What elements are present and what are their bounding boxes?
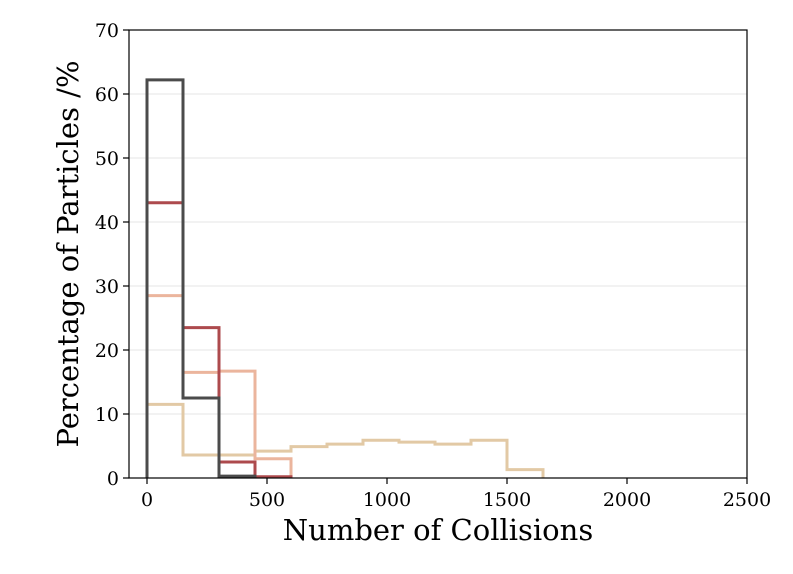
y-tick-label: 60	[95, 84, 119, 106]
y-tick-label: 10	[95, 404, 119, 426]
y-tick-label: 20	[95, 340, 119, 362]
y-tick-label: 30	[95, 276, 119, 298]
histogram-series-4	[145, 78, 257, 478]
y-tick-label: 70	[95, 20, 119, 42]
axis-ticks: 0 10 20 30 40 50 60 70 0 500 1000 1500 2000 2500	[95, 20, 771, 511]
y-tick-label: 0	[107, 468, 119, 490]
histogram-series	[145, 78, 545, 479]
grid-lines	[129, 93, 747, 415]
x-tick-label: 2500	[723, 489, 771, 511]
y-tick-label: 50	[95, 148, 119, 170]
x-tick-label: 500	[249, 489, 285, 511]
histogram-series-3	[145, 201, 293, 479]
x-tick-label: 1500	[483, 489, 531, 511]
x-tick-label: 1000	[363, 489, 411, 511]
y-axis-title: Percentage of Particles /%	[51, 60, 85, 447]
x-tick-label: 2000	[603, 489, 651, 511]
x-axis-title: Number of Collisions	[283, 513, 593, 547]
x-tick-label: 0	[141, 489, 153, 511]
plot-frame	[128, 29, 748, 479]
y-tick-label: 40	[95, 212, 119, 234]
histogram-series-1	[145, 402, 545, 478]
